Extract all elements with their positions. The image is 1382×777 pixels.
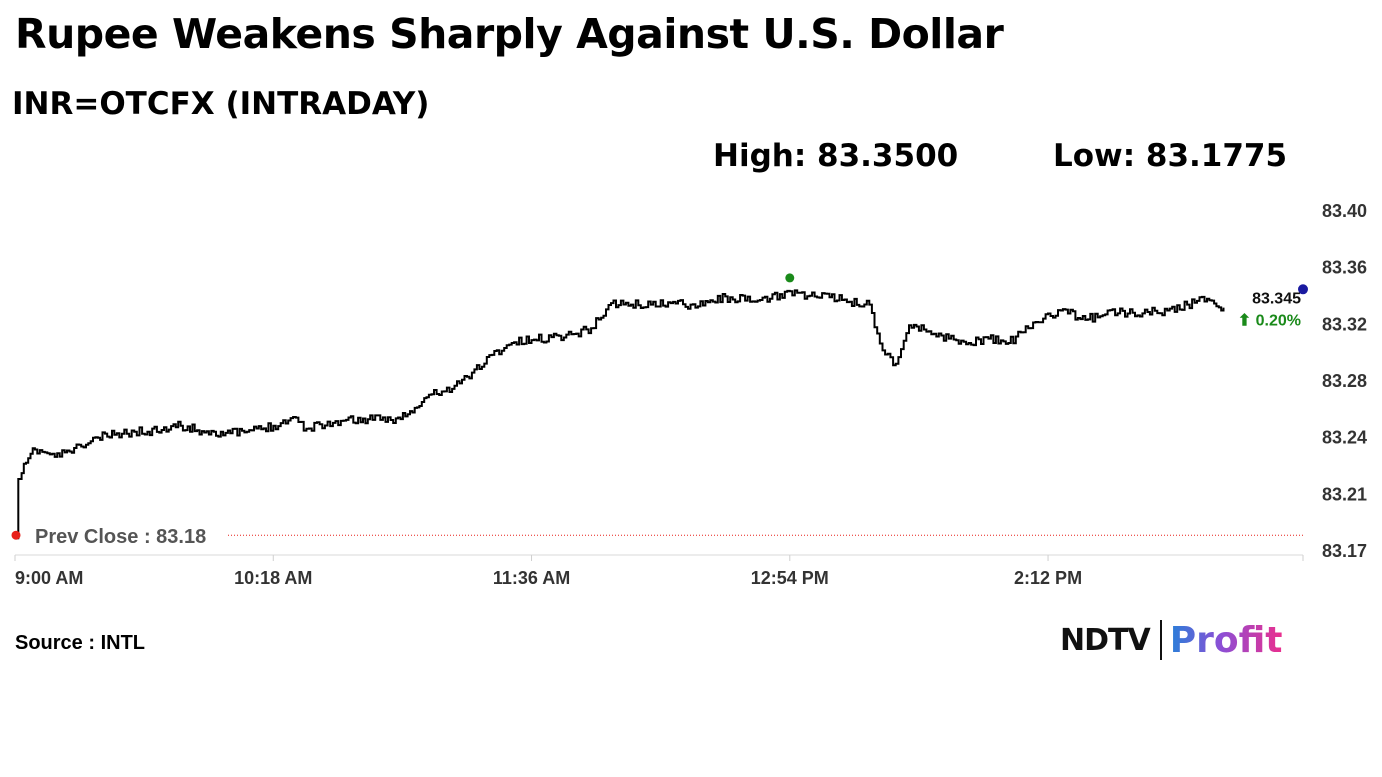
chart-subtitle: INR=OTCFX (INTRADAY) (12, 86, 430, 122)
price-line-chart: Prev Close : 83.18 83.40 83.36 83.32 83.28 83… (11, 201, 1367, 588)
x-tick-label: 12:54 PM (751, 568, 829, 588)
prev-close-dot (11, 530, 21, 540)
last-price-dot (1298, 284, 1308, 295)
high-marker-dot (785, 273, 795, 283)
price-line (15, 289, 1225, 540)
y-tick-label: 83.32 (1322, 314, 1367, 334)
y-tick-label: 83.17 (1322, 541, 1367, 561)
logo-divider (1159, 620, 1162, 660)
y-tick-label: 83.28 (1322, 371, 1367, 391)
ndtv-profit-logo: NDTV Profit (1060, 618, 1282, 662)
y-tick-label: 83.21 (1322, 484, 1367, 504)
last-price-label: 83.345 (1252, 290, 1301, 307)
price-change-label: ⬆ 0.20% (1238, 312, 1301, 329)
x-tick-label: 11:36 AM (493, 568, 570, 588)
logo-ndtv-text: NDTV (1060, 622, 1151, 658)
prev-close-label: Prev Close : 83.18 (35, 526, 206, 548)
y-tick-label: 83.24 (1322, 428, 1367, 448)
y-tick-label: 83.40 (1322, 201, 1367, 221)
chart-title: Rupee Weakens Sharply Against U.S. Dolla… (15, 10, 1004, 58)
x-tick-label: 9:00 AM (15, 568, 83, 588)
source-note: Source : INTL (15, 632, 146, 654)
high-stat: High: 83.3500 (713, 138, 959, 174)
y-tick-label: 83.36 (1322, 258, 1367, 278)
logo-profit-text: Profit (1169, 619, 1283, 661)
x-tick-label: 2:12 PM (1014, 568, 1082, 588)
low-stat: Low: 83.1775 (1053, 138, 1288, 174)
x-tick-label: 10:18 AM (234, 568, 312, 588)
